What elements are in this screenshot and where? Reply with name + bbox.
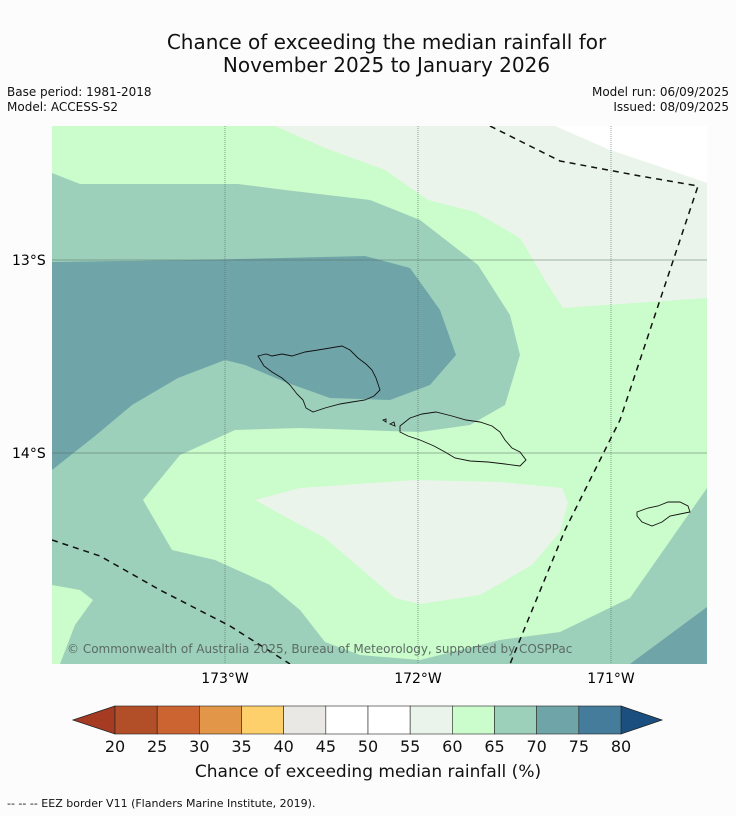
region-60-65-southwest	[52, 585, 93, 664]
colorbar-swatch-40-45	[283, 705, 327, 735]
gridlines	[52, 126, 707, 664]
colorbar-tick-75: 75	[568, 737, 589, 756]
island-manono	[381, 418, 387, 423]
copyright-notice: © Commonwealth of Australia 2025, Bureau…	[67, 642, 573, 656]
colorbar-tick-65: 65	[484, 737, 505, 756]
colorbar-swatch-20-25	[114, 705, 158, 735]
colorbar-tick-20: 20	[104, 737, 126, 756]
island-tutuila	[636, 501, 691, 527]
region-45-55-north	[555, 126, 707, 183]
map-area	[52, 126, 707, 664]
colorbar	[71, 705, 664, 735]
colorbar-tick-35: 35	[231, 737, 252, 756]
base-period: Base period: 1981-2018	[7, 85, 152, 99]
colorbar-tick-45: 45	[315, 737, 336, 756]
lon-label-173w: 173°W	[201, 671, 249, 687]
chart-title: Chance of exceeding the median rainfall …	[0, 31, 736, 77]
colorbar-tick-30: 30	[189, 737, 210, 756]
issued-date: Issued: 08/09/2025	[613, 100, 729, 114]
colorbar-tick-50: 50	[357, 737, 379, 756]
region-55-60-south	[255, 480, 568, 604]
colorbar-tick-40: 40	[273, 737, 294, 756]
colorbar-swatch-50-55	[367, 705, 411, 735]
model-name: Model: ACCESS-S2	[7, 100, 119, 114]
island-apolima	[388, 421, 396, 427]
colorbar-title: Chance of exceeding median rainfall (%)	[194, 762, 542, 782]
colorbar-tick-60: 60	[442, 737, 463, 756]
island-upolu	[399, 411, 527, 467]
title-line-2: November 2025 to January 2026	[222, 53, 551, 77]
colorbar-swatch-45-50	[325, 705, 369, 735]
eez-footnote: -- -- -- EEZ border V11 (Flanders Marine…	[7, 797, 316, 810]
colorbar-under-arrow	[71, 705, 116, 735]
lon-label-172w: 172°W	[394, 671, 442, 687]
region-70-75-west	[52, 256, 456, 470]
region-70-75-southeast	[630, 607, 707, 664]
colorbar-swatch-25-30	[156, 705, 200, 735]
lat-label-14s: 14°S	[12, 446, 46, 462]
colorbar-swatch-35-40	[241, 705, 284, 735]
colorbar-swatch-30-35	[199, 705, 242, 735]
colorbar-tick-25: 25	[146, 737, 168, 756]
eez-border-southwest	[52, 539, 291, 664]
lon-label-171w: 171°W	[587, 671, 635, 687]
colorbar-swatch-60-65	[452, 705, 495, 735]
colorbar-swatch-75-80	[578, 705, 622, 735]
meta-right: Model run: 06/09/2025 Issued: 08/09/2025	[592, 85, 729, 115]
meta-left: Base period: 1981-2018 Model: ACCESS-S2	[7, 85, 152, 115]
colorbar-swatch-55-60	[409, 705, 453, 735]
colorbar-swatch-65-70	[494, 705, 537, 735]
title-line-1: Chance of exceeding the median rainfall …	[166, 30, 607, 54]
islands	[257, 345, 691, 527]
colorbar-tick-80: 80	[610, 737, 632, 756]
colorbar-swatch-70-75	[536, 705, 580, 735]
region-55-60-north	[275, 126, 707, 308]
colorbar-tick-70: 70	[526, 737, 547, 756]
model-run: Model run: 06/09/2025	[591, 85, 729, 99]
eez-borders	[52, 126, 699, 664]
eez-border-east	[489, 126, 699, 664]
colorbar-tick-55: 55	[399, 737, 421, 756]
lat-label-13s: 13°S	[12, 253, 46, 269]
island-savaii	[257, 345, 381, 413]
colorbar-over-arrow	[620, 705, 664, 735]
